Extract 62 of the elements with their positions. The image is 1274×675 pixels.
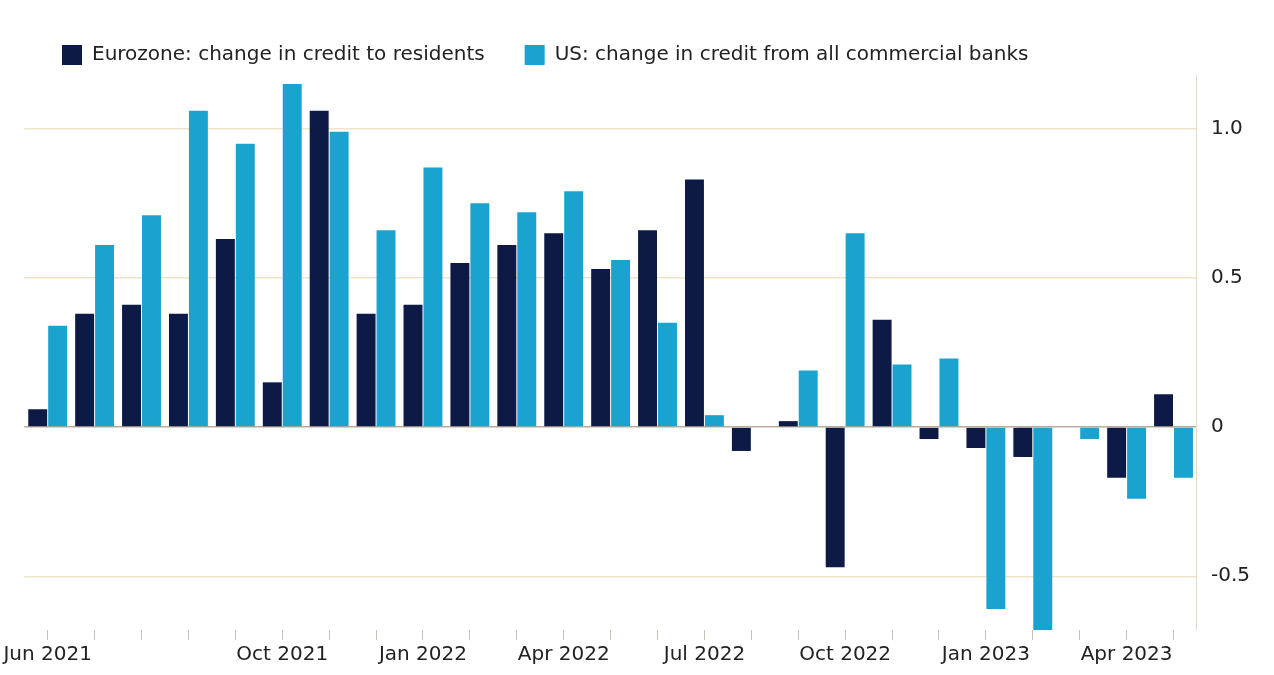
legend-label: US: change in credit from all commercial banks xyxy=(554,41,1029,66)
bar xyxy=(658,322,677,427)
bar xyxy=(1033,427,1053,630)
bar xyxy=(798,370,818,427)
bar xyxy=(497,245,517,427)
bar xyxy=(423,167,443,427)
bar xyxy=(1127,427,1147,499)
bar xyxy=(939,358,959,427)
bar xyxy=(544,233,564,427)
bar xyxy=(95,245,115,427)
bar xyxy=(450,262,470,427)
bar xyxy=(591,268,611,427)
bar xyxy=(684,179,704,427)
bar xyxy=(142,215,161,427)
x-tick-label: Jan 2023 xyxy=(939,641,1030,666)
bar xyxy=(282,83,302,427)
x-tick-label: Jul 2022 xyxy=(661,641,746,666)
bar xyxy=(168,313,188,427)
bar xyxy=(966,427,986,448)
bar xyxy=(188,110,208,427)
x-tick-label: Apr 2022 xyxy=(517,641,610,666)
bar xyxy=(262,382,282,427)
bar xyxy=(517,212,537,427)
y-tick-label: 0.5 xyxy=(1210,264,1243,289)
bar xyxy=(919,427,939,440)
bar xyxy=(825,427,845,568)
bar xyxy=(122,304,142,427)
x-tick-label: Oct 2022 xyxy=(799,641,892,666)
bar xyxy=(704,415,724,427)
bar xyxy=(1080,427,1100,440)
bar xyxy=(1174,427,1193,478)
bar xyxy=(215,239,235,427)
bar xyxy=(638,230,658,427)
bar xyxy=(564,191,584,427)
bar xyxy=(731,427,751,451)
bar xyxy=(356,313,376,427)
y-tick-label: 1.0 xyxy=(1210,114,1243,139)
bar xyxy=(28,409,48,427)
bar xyxy=(1154,394,1174,427)
bar xyxy=(403,304,423,427)
bar xyxy=(845,233,865,427)
legend-label: Eurozone: change in credit to residents xyxy=(92,41,485,66)
bar xyxy=(986,427,1006,610)
bar xyxy=(778,421,798,427)
bar xyxy=(1107,427,1127,478)
bar xyxy=(872,319,892,427)
bar xyxy=(470,203,490,427)
y-tick-label: -0.5 xyxy=(1210,562,1251,587)
x-tick-label: Apr 2023 xyxy=(1080,641,1173,666)
bar xyxy=(75,313,95,427)
x-tick-label: Jan 2022 xyxy=(376,641,468,666)
bar xyxy=(1013,427,1033,457)
bar xyxy=(376,230,396,427)
bar xyxy=(309,110,329,427)
x-tick-label: Jun 2021 xyxy=(1,641,92,666)
bar xyxy=(329,131,349,427)
bar xyxy=(892,364,912,427)
bar xyxy=(48,325,68,427)
bar xyxy=(611,260,631,427)
bar xyxy=(235,143,255,427)
y-tick-label: 0 xyxy=(1210,413,1224,438)
x-tick-label: Oct 2021 xyxy=(236,641,329,666)
